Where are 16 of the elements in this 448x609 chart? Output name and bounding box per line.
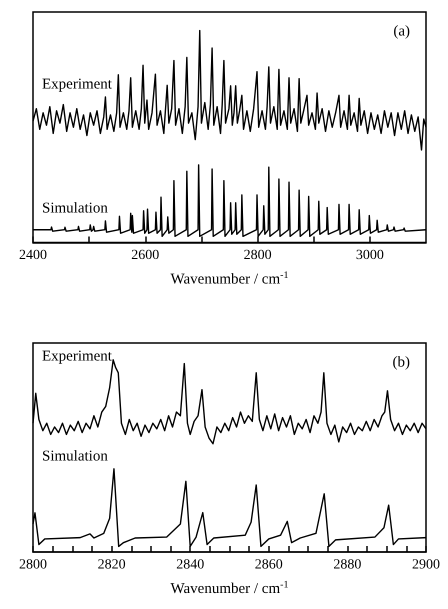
x-tick-label: 2860 [254,558,283,572]
series-label: Simulation [42,200,108,216]
annotation: (b) [392,354,410,370]
x-tick-label: 2820 [98,558,126,572]
annotation: (a) [393,24,410,40]
x-tick-label: 2880 [333,558,362,572]
x-tick-label: 2600 [131,248,160,263]
series-label: Experiment [42,76,113,92]
x-tick-label: 2840 [176,558,204,572]
x-tick-label: 2800 [19,558,47,572]
series-label: Experiment [42,348,113,364]
series-label: Simulation [42,448,108,464]
x-tick-label: 3000 [356,248,384,263]
x-tick-label: 2800 [244,248,272,263]
x-tick-label: 2900 [412,558,440,572]
x-tick-label: 2400 [19,248,47,263]
